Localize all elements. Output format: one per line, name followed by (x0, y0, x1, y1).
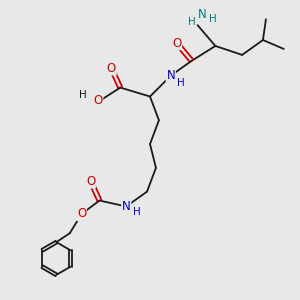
Text: H: H (188, 17, 196, 27)
Text: N: N (122, 200, 130, 213)
Text: H: H (208, 14, 216, 24)
Text: H: H (133, 207, 140, 218)
Text: H: H (177, 78, 185, 88)
Text: O: O (93, 94, 103, 107)
Text: H: H (79, 90, 87, 100)
Text: N: N (167, 69, 175, 82)
Text: O: O (86, 175, 95, 188)
Text: O: O (172, 37, 182, 50)
Text: O: O (77, 207, 86, 220)
Text: N: N (198, 8, 206, 21)
Text: O: O (107, 62, 116, 75)
